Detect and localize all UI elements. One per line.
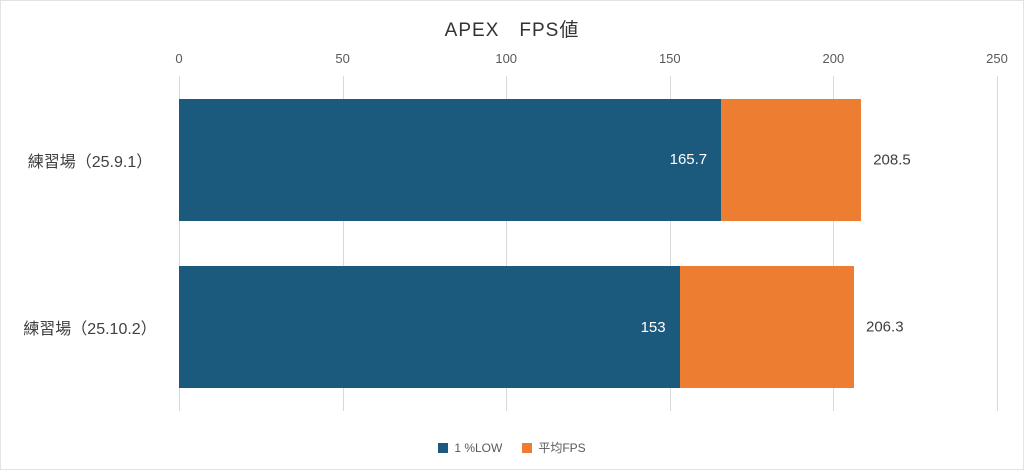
- bar-value-label-outside: 208.5: [873, 151, 911, 169]
- x-tick-label: 150: [658, 51, 681, 66]
- bar-row: 165.7 208.5: [179, 76, 997, 244]
- legend-label-avg: 平均FPS: [538, 441, 586, 455]
- legend-item-low: 1 %LOW: [438, 441, 502, 455]
- grid-line: [669, 76, 671, 411]
- grid-line: [997, 76, 998, 411]
- bar-row: 153 206.3: [179, 244, 997, 412]
- bar-value-label-outside: 206.3: [866, 318, 904, 336]
- legend-label-low: 1 %LOW: [454, 440, 503, 455]
- category-label: 練習場（25.10.2）: [23, 321, 157, 339]
- category-label: 練習場（25.9.1）: [27, 153, 153, 171]
- bar-value-label-inside: 165.7: [669, 151, 708, 169]
- legend: 1 %LOW 平均FPS: [1, 439, 1023, 456]
- x-tick-label: 50: [335, 51, 350, 66]
- x-tick-label: 200: [822, 51, 845, 66]
- bar-1pct-low: 165.7: [179, 98, 722, 221]
- grid-line: [179, 76, 180, 411]
- legend-swatch-low: [438, 442, 449, 453]
- grid-line: [506, 76, 508, 411]
- category-axis: 練習場（25.9.1） 練習場（25.10.2）: [1, 76, 179, 411]
- x-tick-label: 250: [986, 51, 1008, 66]
- chart-title: APEX FPS値: [444, 20, 580, 41]
- grid-line: [833, 76, 835, 411]
- x-tick-label: 0: [175, 51, 183, 66]
- legend-item-avg: 平均FPS: [522, 439, 586, 456]
- bar-value-label-inside: 153: [640, 318, 666, 336]
- bar-1pct-low: 153: [179, 266, 680, 389]
- grid-line: [342, 76, 344, 411]
- x-axis-ticks: 0 50 100 150 200 250: [175, 51, 1007, 67]
- plot-area: 165.7 208.5 153 206.3: [179, 76, 998, 412]
- x-tick-label: 100: [495, 51, 518, 66]
- legend-swatch-avg: [522, 442, 533, 453]
